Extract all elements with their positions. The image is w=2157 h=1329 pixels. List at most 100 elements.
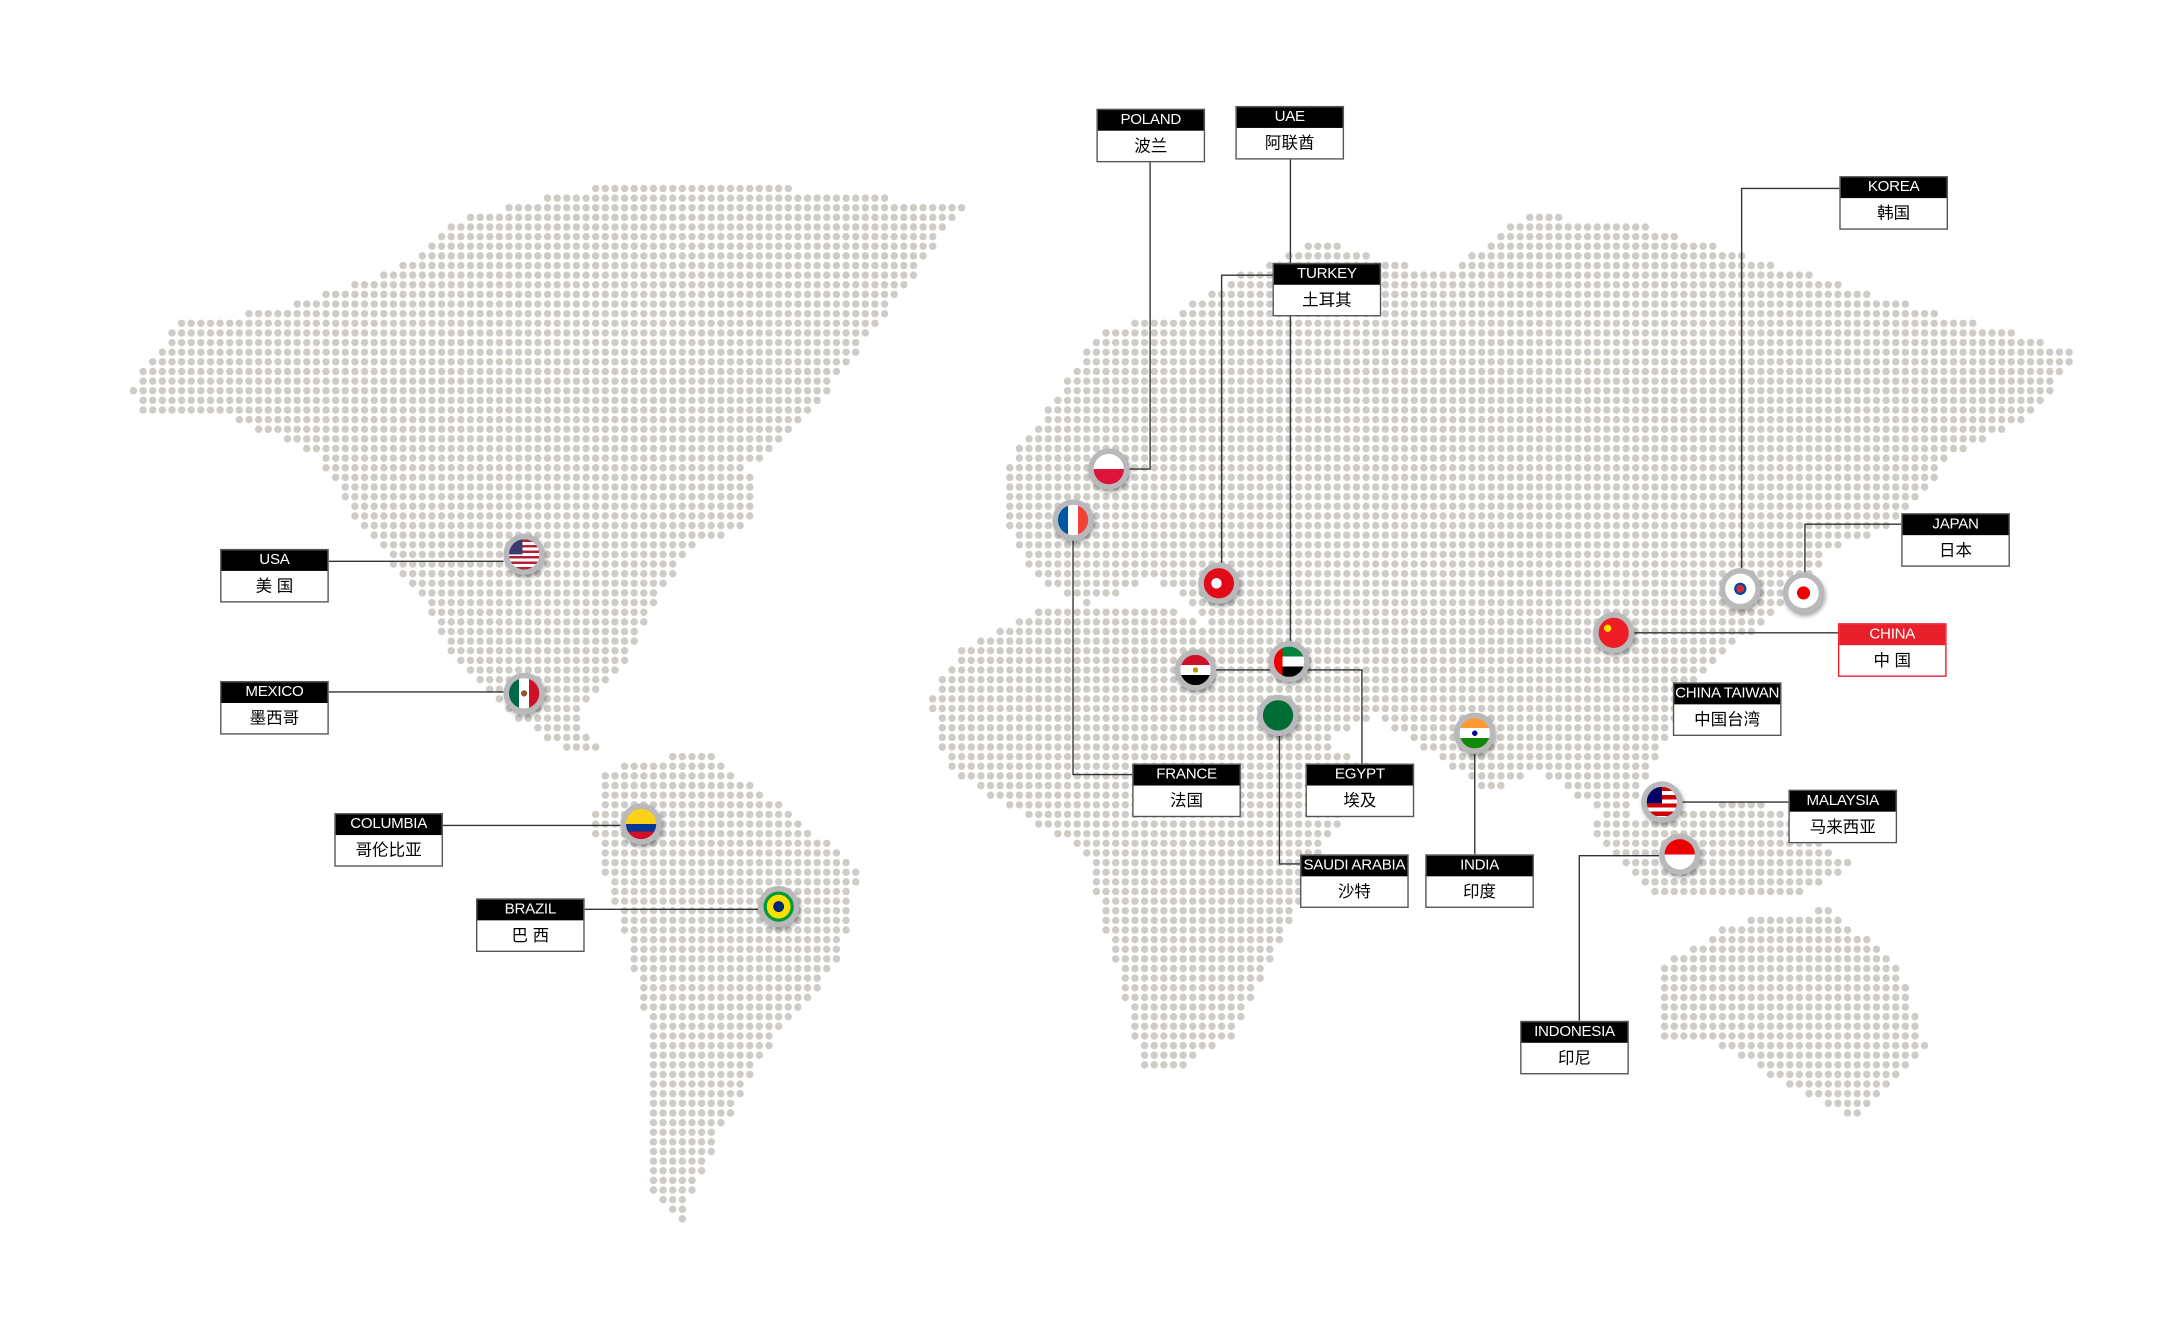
land-dot — [1044, 464, 1052, 472]
land-dot — [1410, 300, 1418, 308]
land-dot — [620, 473, 629, 482]
land-dot — [1603, 281, 1611, 289]
land-dot — [1660, 329, 1669, 337]
land-dot — [1497, 338, 1505, 347]
land-dot — [1410, 290, 1418, 299]
land-dot — [1189, 502, 1197, 510]
land-dot — [1304, 473, 1313, 482]
land-dot — [620, 261, 629, 270]
land-dot — [389, 377, 398, 385]
land-dot — [524, 377, 532, 385]
land-dot — [1709, 541, 1717, 549]
land-dot — [1323, 358, 1332, 366]
land-dot — [1371, 329, 1380, 337]
land-dot — [823, 329, 831, 337]
land-dot — [707, 290, 715, 299]
land-dot — [1699, 358, 1707, 366]
land-dot — [1477, 281, 1486, 289]
land-dot — [1237, 309, 1245, 318]
land-dot — [1795, 386, 1804, 395]
land-dot — [1554, 502, 1563, 510]
land-dot — [1516, 261, 1524, 270]
land-dot — [620, 338, 629, 347]
land-dot — [1150, 492, 1158, 501]
land-dot — [1121, 435, 1130, 443]
land-dot — [784, 271, 792, 279]
land-dot — [1506, 541, 1515, 549]
land-dot — [630, 290, 638, 299]
land-dot — [486, 454, 494, 462]
land-dot — [1612, 252, 1621, 260]
land-dot — [1246, 502, 1255, 510]
land-dot — [1246, 329, 1255, 337]
land-dot — [1574, 319, 1582, 328]
land-dot — [254, 309, 263, 318]
land-dot — [611, 473, 619, 482]
land-dot — [1651, 348, 1659, 356]
land-dot — [1179, 425, 1187, 433]
land-dot — [755, 232, 764, 241]
land-dot — [1314, 329, 1322, 337]
land-dot — [1420, 271, 1428, 279]
land-dot — [900, 232, 908, 241]
land-dot — [1535, 319, 1544, 328]
land-dot — [457, 223, 465, 231]
land-dot — [457, 512, 465, 520]
land-dot — [1526, 319, 1534, 328]
land-dot — [919, 213, 927, 222]
land-dot — [1795, 300, 1804, 308]
land-dot — [601, 319, 610, 328]
land-dot — [678, 473, 687, 482]
land-dot — [1140, 483, 1149, 491]
land-dot — [1131, 377, 1139, 385]
land-dot — [717, 242, 725, 250]
land-dot — [437, 329, 446, 337]
land-dot — [669, 473, 677, 482]
land-dot — [1728, 502, 1736, 510]
land-dot — [630, 300, 638, 308]
land-dot — [813, 194, 821, 202]
land-dot — [360, 377, 369, 385]
land-dot — [1920, 329, 1929, 337]
land-dot — [1092, 396, 1101, 405]
land-dot — [1314, 386, 1322, 395]
land-dot — [1362, 377, 1370, 385]
land-dot — [1429, 473, 1438, 482]
land-dot — [370, 425, 378, 433]
land-dot — [1863, 406, 1871, 414]
land-dot — [620, 319, 629, 328]
land-dot — [1391, 483, 1399, 491]
land-dot — [1169, 492, 1178, 501]
land-dot — [293, 415, 301, 424]
land-dot — [1641, 435, 1650, 443]
land-dot — [2007, 338, 2015, 347]
land-dot — [707, 281, 715, 289]
land-dot — [1930, 454, 1938, 462]
land-dot — [1631, 338, 1640, 347]
land-dot — [1863, 425, 1871, 433]
land-dot — [640, 454, 648, 462]
land-dot — [640, 319, 648, 328]
land-dot — [726, 261, 735, 270]
land-dot — [688, 300, 696, 308]
land-dot — [1805, 329, 1813, 337]
land-dot — [197, 386, 205, 395]
land-dot — [736, 261, 744, 270]
land-dot — [1285, 492, 1293, 501]
land-dot — [1699, 386, 1707, 395]
land-dot — [736, 415, 744, 424]
land-dot — [1689, 425, 1698, 433]
land-dot — [591, 386, 600, 395]
land-dot — [1054, 396, 1062, 405]
land-dot — [1757, 319, 1765, 328]
land-dot — [591, 396, 600, 405]
land-dot — [1294, 541, 1303, 549]
land-dot — [909, 261, 918, 270]
land-dot — [1314, 464, 1322, 472]
land-dot — [1853, 290, 1861, 299]
land-dot — [851, 232, 860, 241]
land-dot — [1343, 329, 1351, 337]
land-dot — [495, 444, 504, 453]
land-dot — [408, 473, 417, 482]
land-dot — [216, 358, 224, 366]
